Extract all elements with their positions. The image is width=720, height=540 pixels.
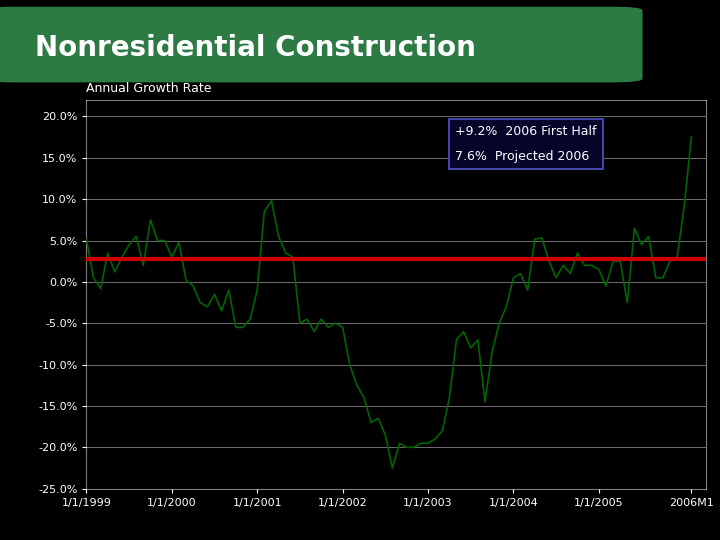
Text: Annual Growth Rate: Annual Growth Rate — [86, 82, 212, 94]
FancyBboxPatch shape — [0, 8, 642, 82]
Text: +9.2%  2006 First Half
7.6%  Projected 2006: +9.2% 2006 First Half 7.6% Projected 200… — [455, 125, 596, 163]
Text: Nonresidential Construction: Nonresidential Construction — [35, 34, 476, 62]
